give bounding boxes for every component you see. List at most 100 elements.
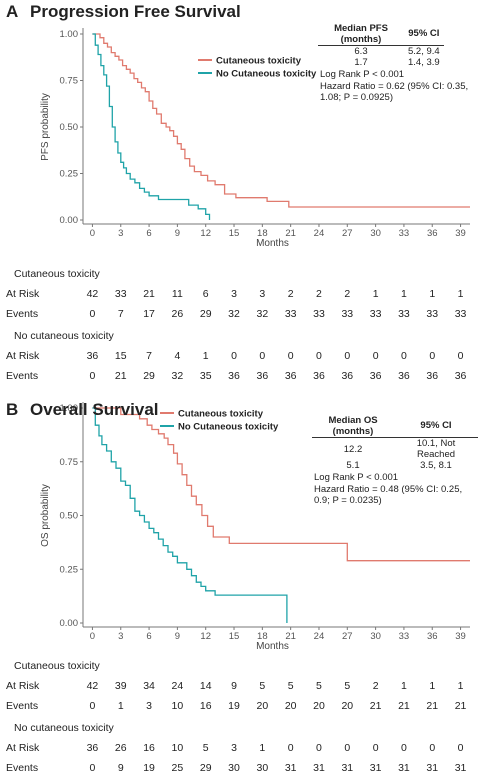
events-value: 33	[369, 308, 382, 320]
at-risk-value: 39	[114, 680, 127, 692]
x-tick-label: 0	[90, 228, 95, 239]
x-tick-label: 18	[257, 631, 268, 642]
at-risk-value: 5	[344, 680, 351, 692]
at-risk-value: 2	[316, 288, 322, 300]
at-risk-value: 1	[259, 742, 266, 754]
events-value: 36	[341, 370, 354, 382]
events-value: 36	[228, 370, 240, 382]
ci-header: 95% CI	[420, 420, 452, 432]
at-risk-value: 0	[429, 350, 436, 362]
risk-group-title: Cutaneous toxicity	[14, 268, 100, 280]
x-tick-label: 3	[118, 631, 123, 642]
events-value: 31	[284, 762, 297, 774]
logrank-text: Log Rank P < 0.001	[320, 69, 405, 80]
events-value: 29	[199, 762, 212, 774]
os-chart: 0.000.250.500.751.000 3 6 9 12 15 18 21 24 27 30 33…	[40, 402, 470, 652]
events-label: Events	[6, 308, 39, 320]
events-value: 35	[199, 370, 212, 382]
risk-table: Cutaneous toxicity At Risk Events No cut…	[0, 660, 480, 780]
events-value: 0	[89, 370, 96, 382]
at-risk-value: 42	[86, 680, 99, 692]
at-risk-value: 1	[202, 350, 209, 362]
events-value: 33	[313, 308, 325, 320]
legend-label: Cutaneous toxicity	[178, 409, 264, 420]
panel-label: A	[6, 2, 19, 21]
events-value: 20	[284, 700, 297, 712]
x-tick-label: 24	[314, 631, 325, 642]
y-tick-label: 0.75	[60, 457, 79, 468]
events-value: 16	[199, 700, 212, 712]
events-value: 7	[117, 308, 124, 320]
at-risk-value: 5	[287, 680, 294, 692]
at-risk-value: 0	[344, 350, 351, 362]
x-tick-label: 15	[229, 631, 240, 642]
series-line	[92, 33, 470, 208]
events-value: 21	[369, 700, 382, 712]
at-risk-value: 0	[231, 350, 237, 362]
at-risk-value: 11	[171, 288, 183, 300]
x-tick-label: 24	[314, 228, 325, 239]
median-table: Median OS (months) 95% CI 12.2 10.1, Not…	[312, 415, 478, 471]
events-value: 31	[426, 762, 439, 774]
events-value: 1	[117, 700, 124, 712]
at-risk-value: 4	[174, 350, 181, 362]
events-value: 36	[369, 370, 382, 382]
median-header: Median PFS (months)	[334, 23, 388, 45]
ci-value: 1.4, 3.9	[408, 57, 440, 68]
x-tick-label: 6	[146, 228, 151, 239]
at-risk-value: 0	[457, 350, 464, 362]
at-risk-value: 0	[401, 350, 407, 362]
at-risk-value: 0	[316, 742, 322, 754]
at-risk-value: 33	[114, 288, 127, 300]
y-tick-label: 0.50	[60, 511, 79, 522]
events-value: 0	[89, 700, 96, 712]
at-risk-value: 0	[287, 350, 294, 362]
x-tick-label: 36	[427, 631, 438, 642]
at-risk-value: 5	[259, 680, 266, 692]
logrank-text: Log Rank P < 0.001	[314, 472, 399, 483]
events-value: 36	[426, 370, 439, 382]
events-value: 20	[341, 700, 354, 712]
x-tick-label: 30	[370, 631, 381, 642]
risk-group-title: Cutaneous toxicity	[14, 660, 100, 672]
events-value: 10	[171, 700, 184, 712]
at-risk-value: 2	[344, 288, 351, 300]
series-line	[92, 33, 211, 220]
panel-os: 0.00 0.25 0.50 0.75 1.00 0 3 6 9 12 15 18 21 24 27 30 33…	[0, 398, 480, 780]
at-risk-value: 0	[429, 742, 436, 754]
events-value: 30	[228, 762, 240, 774]
x-axis-label: Months	[256, 641, 289, 652]
at-risk-value: 1	[401, 288, 407, 300]
x-tick-label: 9	[175, 631, 180, 642]
y-tick-label: 0.25	[60, 169, 79, 180]
at-risk-value: 5	[202, 742, 209, 754]
median-table: Median PFS (months) 95% CI 6.3 5.2, 9.4 …	[318, 23, 444, 68]
at-risk-value: 24	[171, 680, 184, 692]
events-value: 36	[284, 370, 297, 382]
y-tick-label: 1.00	[60, 29, 79, 40]
x-tick-label: 33	[399, 631, 410, 642]
at-risk-value: 16	[143, 742, 155, 754]
events-value: 36	[398, 370, 410, 382]
x-tick-label: 0	[90, 631, 95, 642]
hazard-text: Hazard Ratio = 0.48 (95% CI: 0.25, 0.9; …	[314, 483, 463, 507]
events-value: 31	[369, 762, 382, 774]
at-risk-value: 10	[171, 742, 184, 754]
chart-title: Overall Survival	[30, 400, 159, 419]
events-label: Events	[6, 370, 39, 382]
x-tick-label: 18	[257, 228, 268, 239]
events-value: 36	[256, 370, 269, 382]
at-risk-value: 36	[86, 742, 99, 754]
at-risk-value: 0	[316, 350, 322, 362]
median-value: 1.7	[354, 57, 368, 68]
at-risk-value: 2	[372, 680, 379, 692]
events-value: 21	[398, 700, 410, 712]
median-header: Median OS (months)	[328, 415, 378, 437]
at-risk-value: 1	[429, 680, 436, 692]
events-value: 33	[341, 308, 354, 320]
at-risk-value: 3	[259, 288, 266, 300]
series-line	[92, 407, 470, 562]
events-value: 33	[284, 308, 297, 320]
x-tick-label: 6	[146, 631, 151, 642]
events-value: 32	[171, 370, 184, 382]
